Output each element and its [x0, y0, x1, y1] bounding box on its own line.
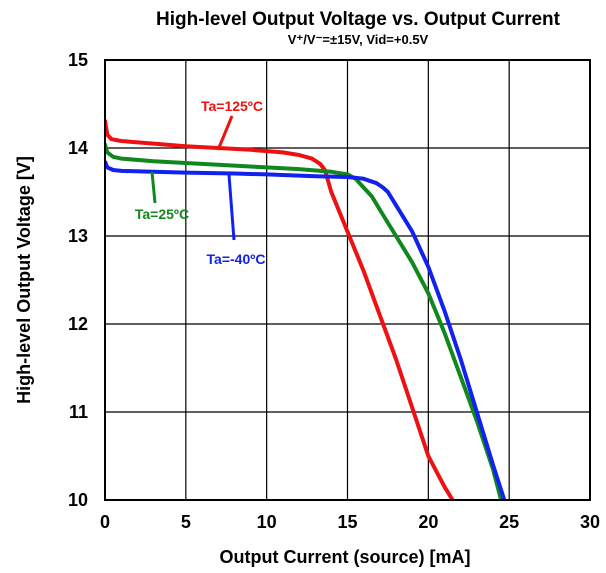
annotation-label: Ta=25ºC	[135, 206, 189, 222]
annotation-leader	[227, 174, 236, 241]
y-tick-label: 15	[68, 50, 88, 70]
x-tick-label: 15	[337, 512, 357, 532]
x-tick-label: 25	[499, 512, 519, 532]
x-tick-label: 10	[257, 512, 277, 532]
x-tick-label: 5	[181, 512, 191, 532]
chart-title: High-level Output Voltage vs. Output Cur…	[156, 9, 561, 30]
annotation-label: Ta=-40ºC	[207, 251, 266, 267]
y-tick-label: 14	[68, 138, 88, 158]
grid	[104, 59, 591, 501]
y-tick-label: 10	[68, 490, 88, 510]
y-tick-labels: 10 11 12 13 14 15	[68, 50, 88, 510]
x-tick-label: 0	[100, 512, 110, 532]
series-line-2	[105, 160, 507, 500]
x-tick-labels: 0 5 10 15 20 25 30	[100, 512, 600, 532]
annotation-leader	[216, 115, 234, 151]
y-axis-label: High-level Output Voltage [V]	[14, 156, 34, 404]
x-tick-label: 20	[418, 512, 438, 532]
series-line-1	[105, 143, 504, 500]
series-line-0	[105, 119, 455, 500]
y-tick-label: 13	[68, 226, 88, 246]
y-tick-label: 11	[69, 402, 88, 422]
series-group	[105, 119, 507, 500]
x-tick-label: 30	[580, 512, 600, 532]
chart-subtitle: V⁺/V⁻=±15V, Vid=+0.5V	[288, 32, 429, 47]
plot-frame	[104, 59, 591, 501]
annotation-label: Ta=125ºC	[201, 98, 263, 114]
annotations: Ta=125ºC Ta=25ºC Ta=-40ºC	[135, 98, 266, 267]
annotation-leader	[150, 171, 157, 204]
y-tick-label: 12	[68, 314, 88, 334]
x-axis-label: Output Current (source) [mA]	[220, 547, 471, 567]
